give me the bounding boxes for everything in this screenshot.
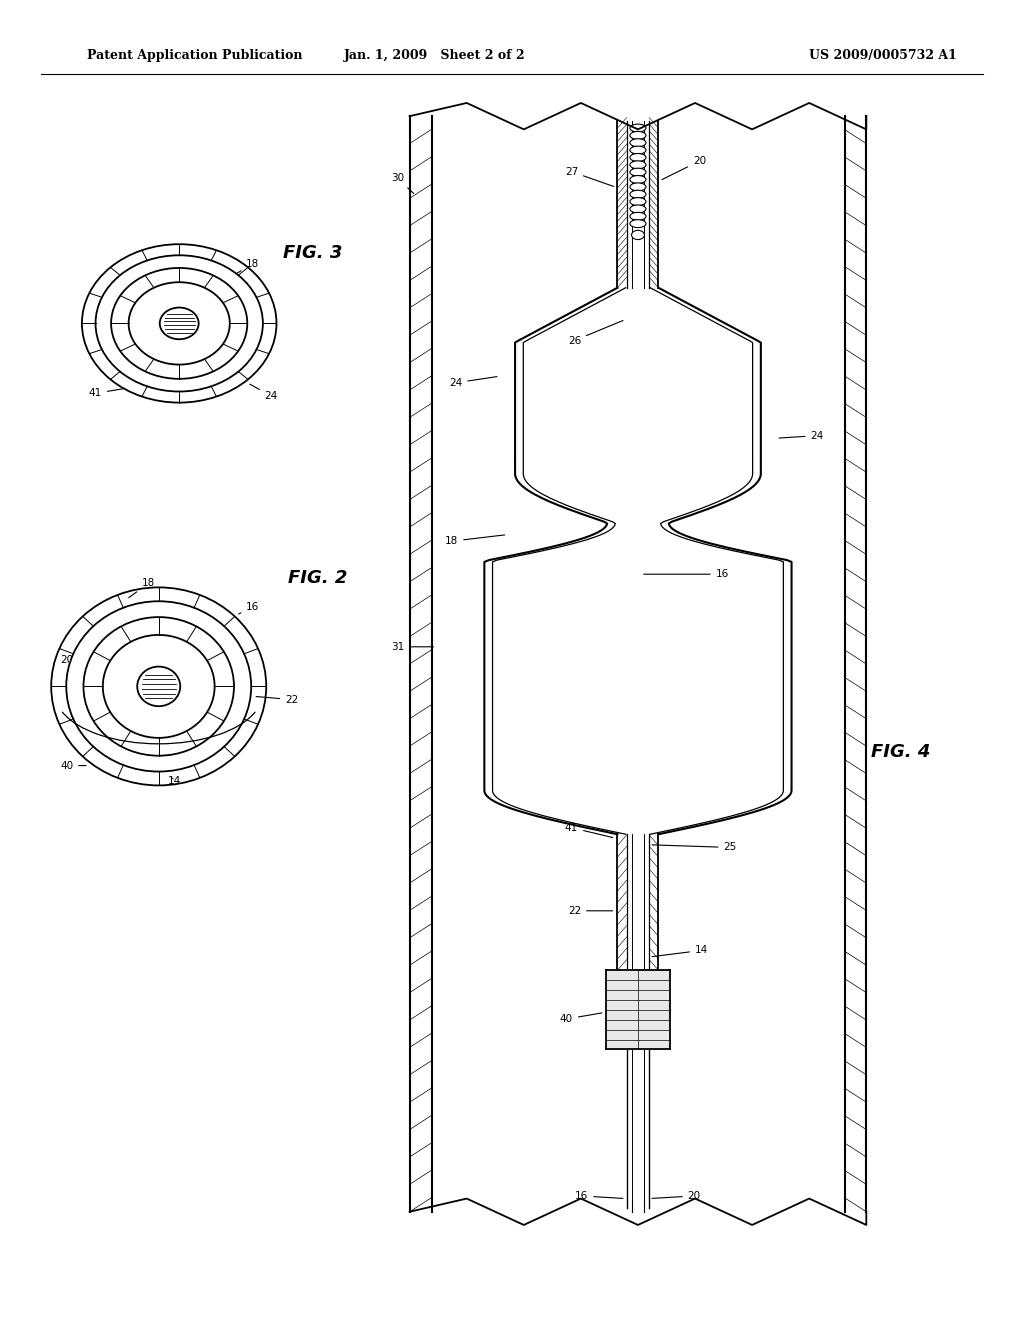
Text: 14: 14 [652,945,708,957]
Ellipse shape [84,616,233,755]
Ellipse shape [111,268,248,379]
Ellipse shape [632,230,644,239]
Ellipse shape [82,244,276,403]
Text: 14: 14 [168,776,180,787]
Ellipse shape [630,176,646,183]
Text: 16: 16 [575,1191,623,1201]
Text: 40: 40 [560,1012,602,1024]
Ellipse shape [630,183,646,191]
Ellipse shape [630,190,646,198]
Ellipse shape [630,168,646,176]
Ellipse shape [630,124,646,132]
Text: 41: 41 [89,388,123,399]
Text: 31: 31 [391,642,433,652]
Text: FIG. 3: FIG. 3 [283,244,342,263]
Text: 26: 26 [568,321,623,346]
Text: Jan. 1, 2009   Sheet 2 of 2: Jan. 1, 2009 Sheet 2 of 2 [344,49,526,62]
Text: FIG. 2: FIG. 2 [288,569,347,587]
Text: 22: 22 [256,694,298,705]
Ellipse shape [95,255,263,392]
Ellipse shape [160,308,199,339]
Ellipse shape [630,147,646,154]
Ellipse shape [630,139,646,147]
Text: 16: 16 [239,602,259,614]
Text: 16: 16 [644,569,729,579]
Text: US 2009/0005732 A1: US 2009/0005732 A1 [809,49,956,62]
Text: 20: 20 [207,284,234,297]
Ellipse shape [630,205,646,213]
Text: 40: 40 [60,760,86,771]
Ellipse shape [51,587,266,785]
Text: 18: 18 [445,535,505,546]
Text: 41: 41 [565,822,612,838]
Ellipse shape [630,153,646,161]
Ellipse shape [67,602,251,771]
Text: FIG. 4: FIG. 4 [871,743,931,762]
Text: 22: 22 [568,906,612,916]
Text: Patent Application Publication: Patent Application Publication [87,49,302,62]
Text: 24: 24 [450,376,497,388]
Bar [606,970,670,1049]
Text: 27: 27 [565,166,613,186]
Ellipse shape [630,132,646,140]
Text: 18: 18 [129,578,155,598]
Ellipse shape [137,667,180,706]
Text: 24: 24 [779,430,823,441]
Ellipse shape [129,282,229,364]
Ellipse shape [630,161,646,169]
Ellipse shape [630,219,646,227]
Text: 18: 18 [229,259,259,277]
Text: 25: 25 [652,842,736,853]
Text: 30: 30 [391,173,414,194]
Text: 20: 20 [662,156,706,180]
Text: 20: 20 [60,655,73,668]
Ellipse shape [630,213,646,220]
Text: 16: 16 [189,333,224,355]
Ellipse shape [102,635,215,738]
Text: 20: 20 [652,1191,700,1201]
Ellipse shape [630,198,646,206]
Text: 24: 24 [250,384,278,401]
